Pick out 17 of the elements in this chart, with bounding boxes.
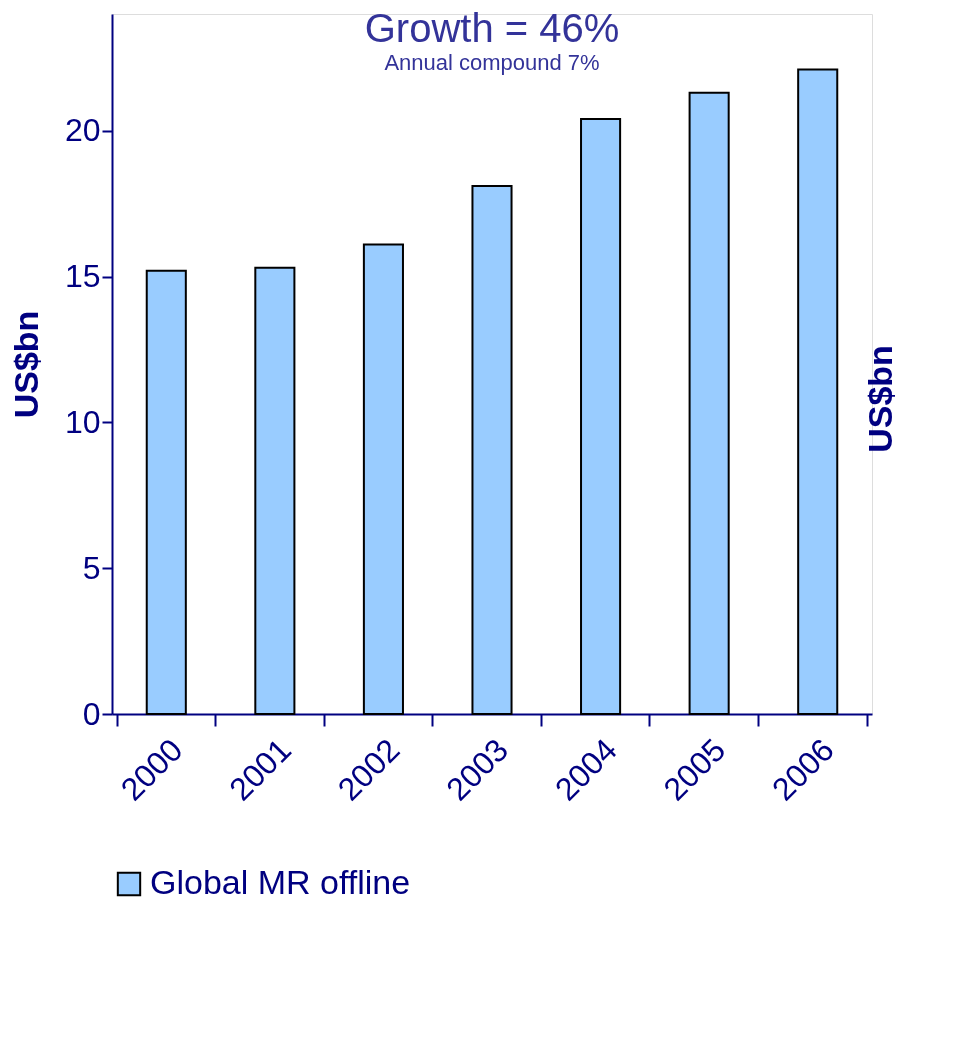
y-tick-label: 15 [64, 258, 101, 294]
y-tick-label: 5 [82, 549, 101, 586]
bar [254, 266, 296, 715]
y-axis-title: US$bn [6, 310, 45, 419]
bar [580, 118, 622, 715]
text: Annual compound 7% [384, 50, 600, 75]
y2-axis-title: US$bn [861, 345, 899, 453]
chart-title: Growth = 46% [364, 6, 620, 50]
bar [145, 269, 187, 715]
bar [362, 243, 404, 715]
bar [688, 91, 730, 715]
bar [797, 68, 839, 715]
y-tick-label: 20 [64, 112, 101, 149]
bar [471, 185, 513, 715]
legend-label: Global MR offline [150, 863, 411, 901]
y-tick-label: 0 [82, 695, 101, 732]
y-tick-label: 10 [64, 403, 101, 440]
